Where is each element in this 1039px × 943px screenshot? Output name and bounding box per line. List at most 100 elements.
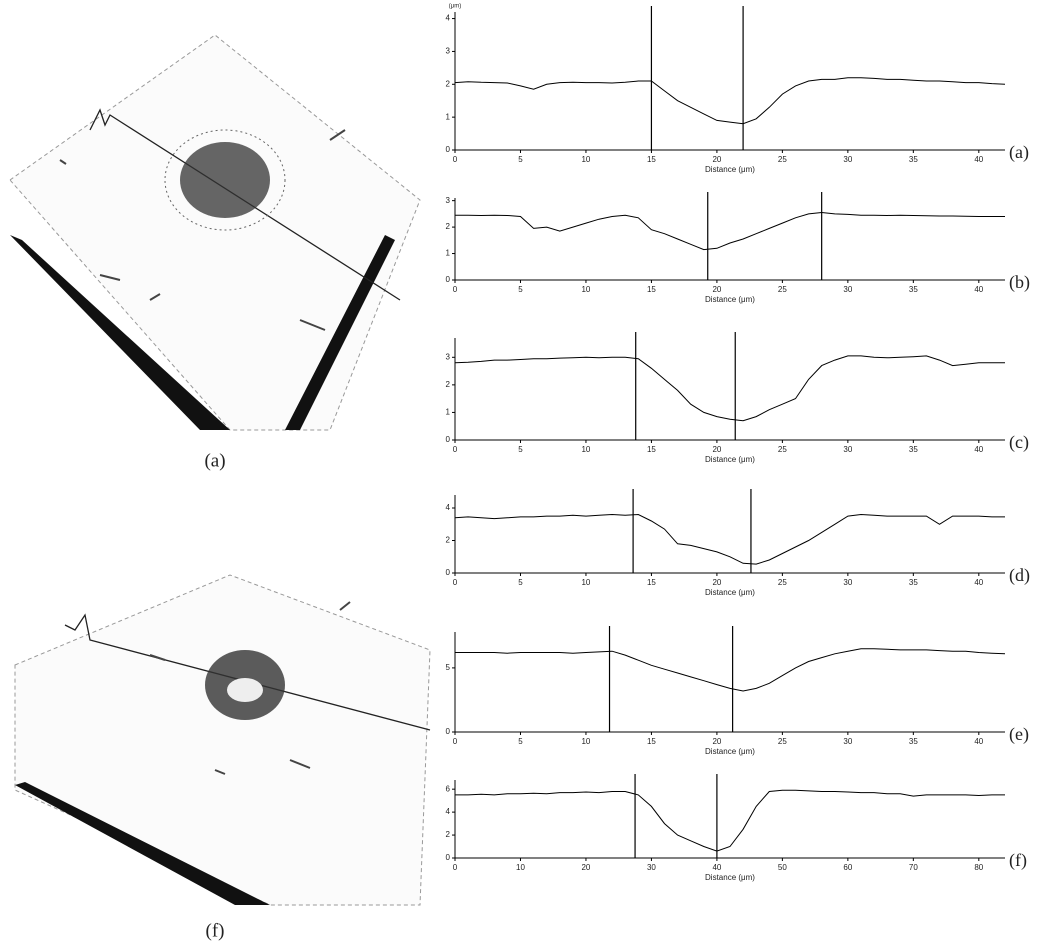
x-tick-label: 25 [778, 737, 787, 746]
y-tick-label: 0 [446, 145, 451, 154]
x-axis-label: Distance (μm) [705, 455, 755, 464]
y-tick-label: 0 [446, 275, 451, 284]
x-tick-label: 25 [778, 445, 787, 454]
x-tick-label: 20 [712, 285, 721, 294]
image-caption: (f) [206, 920, 225, 941]
panel-label: (b) [1009, 272, 1030, 293]
x-tick-label: 30 [843, 285, 852, 294]
x-tick-label: 20 [712, 445, 721, 454]
x-tick-label: 40 [974, 155, 983, 164]
x-tick-label: 40 [712, 863, 721, 872]
x-axis-label: Distance (μm) [705, 873, 755, 882]
x-tick-label: 35 [909, 155, 918, 164]
image-caption: (a) [204, 450, 225, 471]
y-tick-label: 2 [446, 380, 451, 389]
y-tick-label: 5 [446, 663, 451, 672]
x-tick-label: 40 [974, 578, 983, 587]
x-tick-label: 5 [518, 285, 523, 294]
x-tick-label: 0 [453, 155, 458, 164]
x-tick-label: 40 [974, 445, 983, 454]
x-tick-label: 20 [581, 863, 590, 872]
y-tick-label: 4 [446, 503, 451, 512]
x-tick-label: 60 [843, 863, 852, 872]
panel-label: (d) [1009, 565, 1030, 586]
x-tick-label: 0 [453, 445, 458, 454]
x-tick-label: 35 [909, 445, 918, 454]
y-tick-label: 2 [446, 830, 451, 839]
figure: (a) (f) 012340510152025303540Distance (μ… [0, 0, 1039, 943]
x-axis-label: Distance (μm) [705, 747, 755, 756]
x-tick-label: 80 [974, 863, 983, 872]
x-tick-label: 5 [518, 737, 523, 746]
x-tick-label: 30 [647, 863, 656, 872]
profile-line [455, 790, 1005, 851]
x-tick-label: 20 [712, 155, 721, 164]
profile-line [455, 515, 1005, 565]
x-tick-label: 0 [453, 285, 458, 294]
x-tick-label: 20 [712, 578, 721, 587]
y-tick-label: 1 [446, 249, 451, 258]
x-tick-label: 35 [909, 578, 918, 587]
panel-label: (a) [1009, 142, 1029, 163]
x-tick-label: 0 [453, 863, 458, 872]
x-tick-label: 30 [843, 155, 852, 164]
y-tick-label: 2 [446, 79, 451, 88]
y-axis-label: (μm) [449, 4, 461, 10]
x-tick-label: 15 [647, 737, 656, 746]
y-tick-label: 1 [446, 408, 451, 417]
x-tick-label: 5 [518, 578, 523, 587]
y-tick-label: 0 [446, 435, 451, 444]
x-tick-label: 10 [581, 445, 590, 454]
profile-line [455, 649, 1005, 691]
profile-line [455, 213, 1005, 250]
x-tick-label: 5 [518, 445, 523, 454]
panel-label: (f) [1009, 850, 1027, 871]
x-tick-label: 40 [974, 285, 983, 294]
x-tick-label: 10 [581, 578, 590, 587]
y-tick-label: 3 [446, 196, 451, 205]
x-tick-label: 15 [647, 578, 656, 587]
y-tick-label: 3 [446, 47, 451, 56]
x-tick-label: 0 [453, 737, 458, 746]
x-tick-label: 30 [843, 737, 852, 746]
x-tick-label: 25 [778, 285, 787, 294]
surface-image-a [10, 35, 420, 430]
y-tick-label: 0 [446, 568, 451, 577]
y-tick-label: 4 [446, 14, 451, 23]
y-tick-label: 6 [446, 784, 451, 793]
x-tick-label: 15 [647, 445, 656, 454]
y-tick-label: 0 [446, 853, 451, 862]
y-tick-label: 3 [446, 352, 451, 361]
x-axis-label: Distance (μm) [705, 165, 755, 174]
x-tick-label: 30 [843, 445, 852, 454]
x-tick-label: 0 [453, 578, 458, 587]
y-tick-label: 4 [446, 807, 451, 816]
x-tick-label: 15 [647, 285, 656, 294]
x-tick-label: 5 [518, 155, 523, 164]
x-tick-label: 50 [778, 863, 787, 872]
x-tick-label: 35 [909, 285, 918, 294]
y-tick-label: 0 [446, 727, 451, 736]
x-tick-label: 10 [516, 863, 525, 872]
x-tick-label: 70 [909, 863, 918, 872]
x-tick-label: 25 [778, 578, 787, 587]
x-tick-label: 20 [712, 737, 721, 746]
y-tick-label: 1 [446, 112, 451, 121]
panel-label: (e) [1009, 724, 1029, 745]
x-tick-label: 40 [974, 737, 983, 746]
x-tick-label: 10 [581, 737, 590, 746]
x-tick-label: 10 [581, 155, 590, 164]
y-tick-label: 2 [446, 536, 451, 545]
x-tick-label: 15 [647, 155, 656, 164]
profile-line [455, 356, 1005, 421]
x-tick-label: 35 [909, 737, 918, 746]
profile-line [455, 78, 1005, 124]
panel-label: (c) [1009, 432, 1029, 453]
x-axis-label: Distance (μm) [705, 295, 755, 304]
y-tick-label: 2 [446, 222, 451, 231]
x-tick-label: 10 [581, 285, 590, 294]
x-tick-label: 30 [843, 578, 852, 587]
surface-image-f [15, 575, 430, 905]
x-axis-label: Distance (μm) [705, 588, 755, 597]
x-tick-label: 25 [778, 155, 787, 164]
